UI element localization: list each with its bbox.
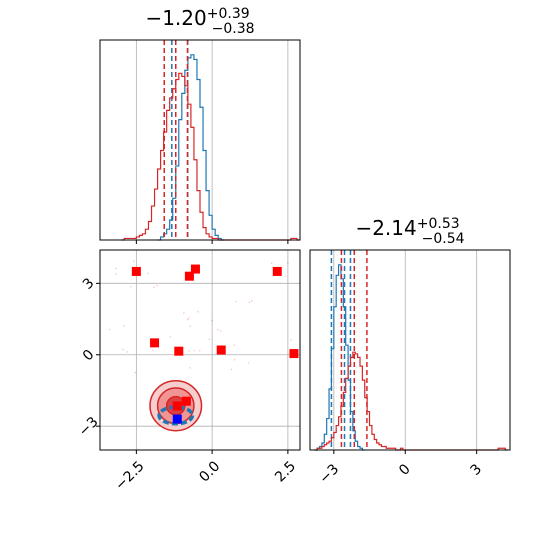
background-sample: [133, 260, 135, 263]
point-blue: [172, 414, 182, 424]
background-sample: [287, 262, 289, 264]
axes-frame: [309, 249, 511, 451]
point-red: [131, 266, 141, 276]
panel-title-param-1: −1.20+0.39 −0.38: [145, 6, 254, 37]
axes-frame: [99, 249, 301, 451]
background-sample: [108, 328, 111, 331]
point-red: [216, 345, 226, 355]
scatter-panel: −2.5 0.0 2.5 −3 0 3: [76, 249, 301, 494]
background-sample: [230, 368, 233, 371]
background-sample: [208, 338, 211, 341]
x-tick-label: −2.5: [112, 458, 147, 493]
x-tick-label: 0.0: [196, 458, 223, 485]
x-tick-label: 2.5: [272, 458, 299, 485]
background-sample: [219, 329, 222, 332]
y-tick-label: −3: [76, 414, 102, 440]
point-red: [150, 338, 160, 348]
background-sample: [189, 367, 191, 369]
panel-title-param-2-upper: +0.53: [417, 216, 460, 232]
point-red: [174, 346, 184, 356]
background-sample: [187, 317, 190, 320]
panel-title-param-1-lower: −0.38: [212, 21, 255, 37]
point-red: [172, 401, 182, 411]
background-sample: [188, 350, 190, 352]
background-sample: [186, 318, 189, 321]
background-sample: [193, 349, 195, 352]
point-red: [272, 266, 282, 276]
background-sample: [217, 328, 219, 331]
point-red: [184, 271, 194, 281]
background-sample: [134, 371, 137, 374]
background-sample: [233, 358, 236, 361]
background-sample: [284, 275, 287, 277]
background-sample: [114, 273, 117, 275]
histogram-line-series-2: [314, 351, 508, 451]
background-sample: [123, 324, 125, 327]
background-sample: [290, 339, 292, 341]
y-tick-label: 0: [80, 347, 98, 365]
background-sample: [198, 349, 201, 352]
background-sample: [250, 300, 253, 302]
background-sample: [248, 301, 251, 304]
histogram-panel-param-2: −3 0 3 −2.14+0.53 −0.54: [309, 216, 511, 487]
background-sample: [211, 319, 213, 322]
x-tick-label: −3: [316, 461, 342, 487]
background-sample: [115, 267, 117, 270]
histogram-line-series-1: [157, 54, 225, 241]
background-sample: [156, 284, 158, 287]
x-tick-label: 3: [468, 461, 486, 479]
background-sample: [146, 272, 149, 275]
histogram-line-series-1: [314, 264, 365, 451]
background-sample: [152, 349, 154, 352]
contour-blue-level-1: [157, 405, 195, 426]
axes-frame: [99, 39, 301, 241]
point-red: [289, 349, 299, 359]
panel-title-param-2-median: −2.14: [355, 216, 416, 240]
panel-title-param-1-upper: +0.39: [207, 6, 250, 22]
background-sample: [122, 348, 124, 351]
background-sample: [247, 362, 250, 364]
background-sample: [189, 325, 191, 328]
background-sample: [153, 286, 155, 289]
panel-title-param-2-lower: −0.54: [422, 231, 465, 247]
y-tick-label: 3: [80, 275, 98, 293]
x-tick-label: 0: [396, 461, 414, 479]
background-sample: [270, 262, 273, 265]
background-sample: [235, 300, 237, 303]
point-red: [190, 264, 200, 274]
point-red: [181, 396, 191, 406]
background-sample: [126, 351, 129, 353]
panel-title-param-1-median: −1.20: [145, 6, 206, 30]
background-sample: [197, 311, 199, 313]
background-sample: [129, 285, 132, 288]
background-sample: [169, 336, 172, 338]
background-sample: [183, 312, 185, 314]
background-sample: [233, 344, 236, 346]
panel-title-param-2: −2.14+0.53 −0.54: [355, 216, 464, 247]
histogram-panel-param-1: −1.20+0.39 −0.38: [99, 6, 301, 244]
